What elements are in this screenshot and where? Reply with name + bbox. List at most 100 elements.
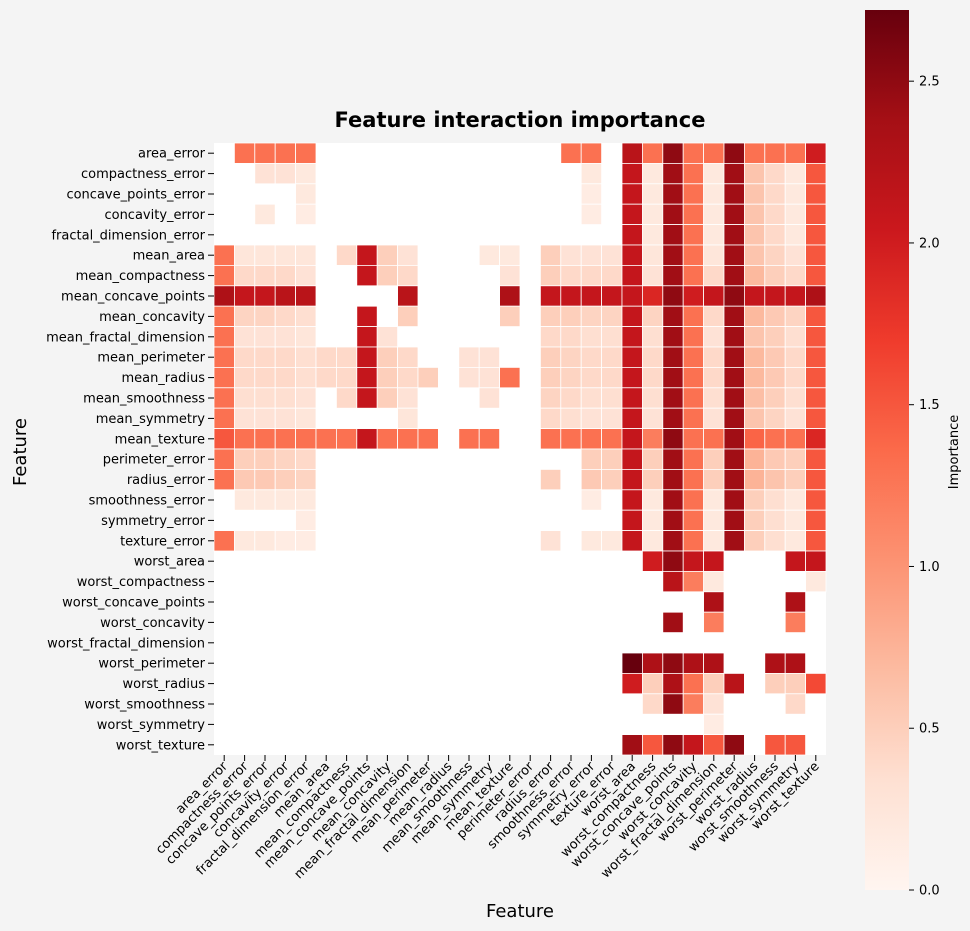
heatmap-cell bbox=[417, 428, 439, 450]
heatmap-cell bbox=[621, 509, 643, 532]
heatmap-cell bbox=[703, 734, 725, 756]
heatmap-cell bbox=[417, 366, 439, 389]
heatmap-cell bbox=[233, 244, 256, 266]
heatmap-cell bbox=[621, 734, 643, 756]
heatmap-cell bbox=[805, 550, 827, 572]
heatmap-cell bbox=[540, 305, 562, 328]
heatmap-cell bbox=[642, 509, 664, 532]
heatmap-cell bbox=[274, 346, 297, 368]
heatmap-cell bbox=[642, 550, 664, 572]
heatmap-cell bbox=[805, 407, 827, 430]
heatmap-cell bbox=[703, 366, 725, 389]
heatmap-cell bbox=[376, 428, 399, 450]
heatmap-cell bbox=[213, 448, 235, 470]
heatmap-cell bbox=[662, 346, 684, 368]
heatmap-cell bbox=[703, 448, 725, 470]
heatmap-cell bbox=[703, 591, 725, 613]
heatmap-cell bbox=[723, 509, 745, 532]
heatmap-cell bbox=[580, 346, 603, 368]
heatmap-cell bbox=[744, 224, 766, 246]
heatmap-cell bbox=[295, 285, 317, 307]
heatmap-cell bbox=[703, 162, 725, 185]
heatmap-cell bbox=[540, 407, 562, 430]
heatmap-cell bbox=[621, 346, 643, 368]
heatmap-cell bbox=[601, 407, 623, 430]
heatmap-cell bbox=[540, 346, 562, 368]
heatmap-cell bbox=[682, 673, 705, 695]
colorbar-ticks: 0.0 0.5 1.0 1.5 2.0 2.5 bbox=[909, 75, 940, 899]
heatmap-cell bbox=[682, 162, 705, 185]
heatmap-cell bbox=[723, 448, 745, 470]
chart-title: Feature interaction importance bbox=[335, 108, 706, 132]
heatmap-cell bbox=[744, 387, 766, 409]
heatmap-cell bbox=[723, 468, 745, 491]
heatmap-cell bbox=[621, 142, 643, 164]
heatmap-cell bbox=[642, 387, 664, 409]
y-tick-label: mean_fractal_dimension bbox=[46, 330, 205, 345]
heatmap-cell bbox=[703, 387, 725, 409]
heatmap-cell bbox=[682, 183, 705, 205]
heatmap-cell bbox=[580, 183, 603, 205]
heatmap-cell bbox=[233, 264, 256, 287]
heatmap-cell bbox=[580, 530, 603, 552]
heatmap-cell bbox=[703, 571, 725, 593]
heatmap-cell bbox=[662, 326, 684, 348]
x-axis-label: Feature bbox=[486, 901, 554, 922]
y-tick-label: worst_perimeter bbox=[98, 657, 205, 672]
heatmap-cell bbox=[397, 428, 419, 450]
heatmap-cell bbox=[621, 326, 643, 348]
heatmap-cell bbox=[703, 713, 725, 736]
heatmap-cell bbox=[397, 387, 419, 409]
heatmap-cell bbox=[560, 428, 582, 450]
y-tick-label: worst_fractal_dimension bbox=[47, 636, 205, 651]
heatmap-cell bbox=[764, 673, 786, 695]
heatmap-cell bbox=[703, 224, 725, 246]
heatmap-cell bbox=[254, 366, 276, 389]
heatmap-cell bbox=[703, 244, 725, 266]
heatmap-cell bbox=[397, 244, 419, 266]
heatmap-cell bbox=[723, 428, 745, 450]
heatmap-cell bbox=[805, 326, 827, 348]
heatmap-cell bbox=[274, 285, 297, 307]
heatmap-cell bbox=[703, 326, 725, 348]
heatmap-cell bbox=[295, 183, 317, 205]
heatmap-cell bbox=[805, 468, 827, 491]
heatmap-cell bbox=[805, 183, 827, 205]
x-tick-labels: area_errorcompactness_errorconcave_point… bbox=[153, 755, 823, 882]
heatmap-cell bbox=[764, 346, 786, 368]
y-tick-label: mean_concavity bbox=[99, 310, 205, 325]
heatmap-cell bbox=[254, 468, 276, 491]
heatmap-cell bbox=[703, 346, 725, 368]
heatmap-cell bbox=[560, 244, 582, 266]
heatmap-cell bbox=[723, 264, 745, 287]
y-tick-label: mean_perimeter bbox=[97, 351, 205, 366]
heatmap-cell bbox=[356, 326, 378, 348]
heatmap-cell bbox=[703, 407, 725, 430]
heatmap-cell bbox=[295, 366, 317, 389]
heatmap-cell bbox=[621, 305, 643, 328]
heatmap-cell bbox=[805, 162, 827, 185]
heatmap-cell bbox=[397, 285, 419, 307]
heatmap-cell bbox=[723, 183, 745, 205]
heatmap-cell bbox=[805, 142, 827, 164]
heatmap-cell bbox=[621, 366, 643, 389]
heatmap-cell bbox=[642, 264, 664, 287]
heatmap-cell bbox=[662, 203, 684, 225]
heatmap-cell bbox=[744, 530, 766, 552]
heatmap-cell bbox=[662, 244, 684, 266]
heatmap-cell bbox=[274, 387, 297, 409]
heatmap-cell bbox=[642, 693, 664, 715]
heatmap-cell bbox=[723, 142, 745, 164]
heatmap-cell bbox=[580, 244, 603, 266]
heatmap-cell bbox=[662, 734, 684, 756]
heatmap-cell bbox=[580, 326, 603, 348]
heatmap-cell bbox=[642, 489, 664, 511]
heatmap-cell bbox=[744, 489, 766, 511]
heatmap-cell bbox=[642, 162, 664, 185]
y-tick-label: compactness_error bbox=[81, 167, 206, 182]
heatmap-cell bbox=[580, 468, 603, 491]
heatmap-cell bbox=[621, 203, 643, 225]
heatmap-cell bbox=[295, 387, 317, 409]
heatmap-cell bbox=[213, 346, 235, 368]
heatmap-cell bbox=[662, 264, 684, 287]
